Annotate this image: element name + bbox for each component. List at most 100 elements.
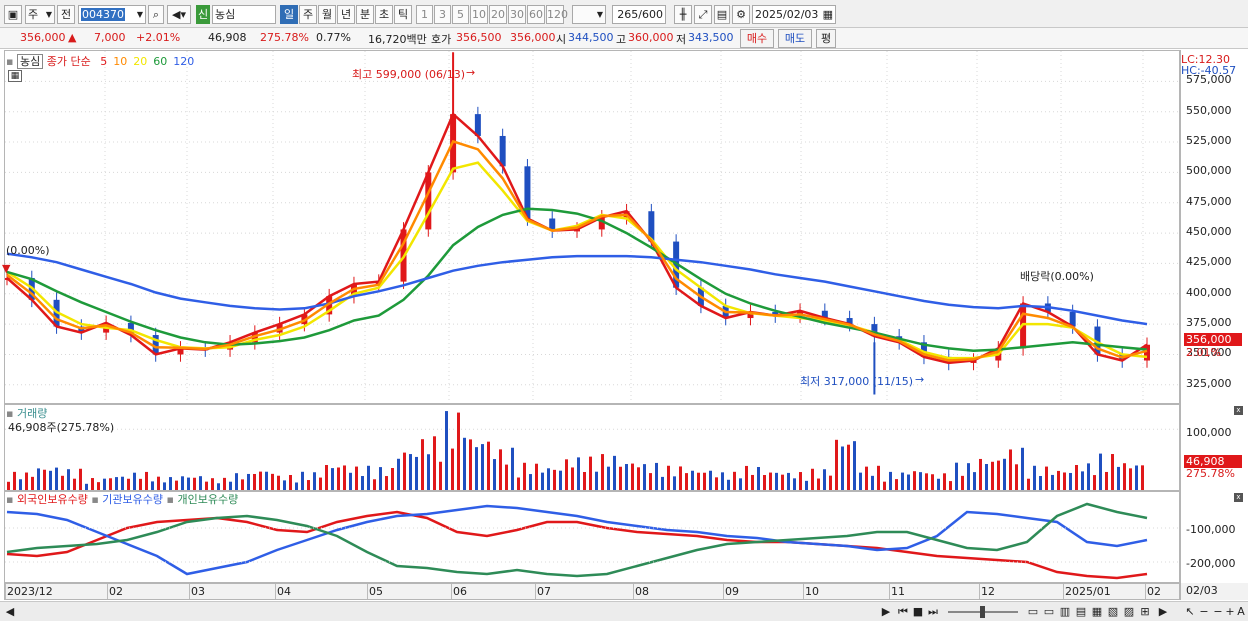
slider-thumb[interactable] [980, 606, 985, 618]
candle-body [648, 211, 655, 242]
volume-bar [913, 471, 916, 490]
zoom-out-icon-2[interactable]: − [1213, 605, 1223, 618]
individual-line [6, 502, 1148, 578]
scroll-right-icon[interactable]: ▶ [1158, 605, 1168, 618]
draw-tool-icon[interactable]: ⤢ [694, 5, 712, 24]
number-6[interactable]: 60 [527, 5, 545, 24]
period-label: 주 [28, 8, 39, 21]
interval-5[interactable]: 초 [375, 5, 393, 24]
stock-code-input[interactable]: 004370 ▼ [78, 5, 146, 24]
x-label: 2025/01 [1065, 585, 1111, 598]
font-icon[interactable]: A [1237, 605, 1245, 618]
search-icon[interactable]: ⌕ [148, 5, 164, 24]
volume-bar [871, 475, 874, 490]
volume-bar [589, 456, 592, 490]
ma-legend-120[interactable]: 120 [173, 55, 195, 68]
ma-legend-5[interactable]: 5 [100, 55, 108, 68]
ma-legend-10[interactable]: 10 [113, 55, 128, 68]
zoom-in-icon[interactable]: + [1225, 605, 1235, 618]
price-chart [5, 51, 1179, 403]
volume-panel[interactable] [4, 404, 1180, 491]
ma-legend-20[interactable]: 20 [133, 55, 148, 68]
sell-button[interactable]: 매도 [778, 29, 812, 48]
tool-icon-5[interactable]: ▦ [1091, 605, 1103, 618]
number-5[interactable]: 30 [508, 5, 526, 24]
volume-bar [7, 481, 10, 490]
change-value: 7,000 [94, 31, 126, 44]
fast-forward-icon[interactable]: ⏭ [928, 605, 938, 618]
candle-body [549, 218, 556, 231]
interval-6[interactable]: 틱 [394, 5, 412, 24]
price-panel[interactable] [4, 50, 1180, 404]
volume-bar [457, 412, 460, 490]
prev-button[interactable]: 전 [57, 5, 75, 24]
volume-bar [547, 468, 550, 490]
volume-bar [541, 472, 544, 490]
scroll-icon[interactable]: ↖ [1185, 605, 1195, 618]
x-gridline [5, 584, 6, 599]
volume-bar [493, 459, 496, 490]
volume-bar [85, 483, 88, 490]
volume-bar [361, 476, 364, 490]
interval-4[interactable]: 분 [356, 5, 374, 24]
holding-panel[interactable] [4, 491, 1180, 583]
extra-select[interactable]: ▼ [572, 5, 606, 24]
tool-icon-3[interactable]: ▥ [1059, 605, 1071, 618]
close-icon[interactable]: x [1234, 406, 1243, 415]
number-2[interactable]: 5 [452, 5, 469, 24]
tool-icon-6[interactable]: ▧ [1107, 605, 1119, 618]
volume-bar [97, 482, 100, 490]
tool-icon-7[interactable]: ▨ [1123, 605, 1135, 618]
interval-2[interactable]: 월 [318, 5, 336, 24]
play-icon[interactable]: ▶ [881, 605, 891, 618]
price-tick: 475,000 [1186, 194, 1232, 208]
stop-icon[interactable]: ■ [912, 605, 924, 618]
volume-bar [1099, 453, 1102, 490]
count-field[interactable]: 265/600 [612, 5, 666, 24]
number-3[interactable]: 10 [470, 5, 488, 24]
gear-icon[interactable]: ⚙ [732, 5, 750, 24]
volume-bar [703, 472, 706, 490]
volume-bar [1093, 475, 1096, 490]
volume-bar [673, 476, 676, 490]
close-icon[interactable]: x [1234, 493, 1243, 502]
zoom-slider[interactable] [948, 604, 1018, 619]
interval-3[interactable]: 년 [337, 5, 355, 24]
tool-icon-2[interactable]: ▭ [1043, 605, 1055, 618]
institution-line [6, 504, 1148, 576]
volume-bar [475, 447, 478, 490]
volume-tick: 100,000 [1186, 426, 1232, 439]
tool-icon-1[interactable]: ▭ [1027, 605, 1039, 618]
ma-legend-60[interactable]: 60 [153, 55, 168, 68]
eval-button[interactable]: 평 [816, 29, 836, 48]
scroll-bar[interactable]: ◀ ▶ ⏮ ■ ⏭ ▭ ▭ ▥ ▤ ▦ ▧ ▨ ⊞ ▶ ↖ − − + A [0, 601, 1248, 621]
candle-settings-icon[interactable]: ╫ [674, 5, 692, 24]
volume-bar [337, 467, 340, 490]
table-icon[interactable]: ▦ [8, 70, 22, 82]
number-7[interactable]: 120 [546, 5, 568, 24]
hc-value: HC:-40.57 [1181, 64, 1237, 77]
speaker-icon[interactable]: ◀▾ [167, 5, 191, 24]
number-1[interactable]: 3 [434, 5, 451, 24]
number-4[interactable]: 20 [489, 5, 507, 24]
number-0[interactable]: 1 [416, 5, 433, 24]
low-annotation: 최저 317,000 (11/15) [800, 375, 914, 388]
tool-icon-4[interactable]: ▤ [1075, 605, 1087, 618]
date-field[interactable]: 2025/02/03 ▦ [752, 5, 836, 24]
save-icon[interactable]: ▤ [714, 5, 730, 24]
zoom-out-icon[interactable]: − [1199, 605, 1209, 618]
volume-bar [91, 478, 94, 490]
buy-button[interactable]: 매수 [740, 29, 774, 48]
stock-name-field[interactable]: 농심 [212, 5, 276, 24]
ask-price-2: 356,000 [510, 31, 556, 44]
period-select[interactable]: 주 ▼ [25, 5, 55, 24]
volume-bar [121, 476, 124, 490]
high-annotation: 최고 599,000 (06/13) [352, 68, 466, 81]
stock-title: 농심 [16, 54, 44, 69]
scroll-left-icon[interactable]: ◀ [5, 605, 15, 618]
window-menu-icon[interactable]: ▣ [4, 5, 22, 24]
interval-1[interactable]: 주 [299, 5, 317, 24]
tool-icon-8[interactable]: ⊞ [1140, 605, 1150, 618]
interval-0[interactable]: 일 [280, 5, 298, 24]
rewind-icon[interactable]: ⏮ [898, 605, 908, 618]
